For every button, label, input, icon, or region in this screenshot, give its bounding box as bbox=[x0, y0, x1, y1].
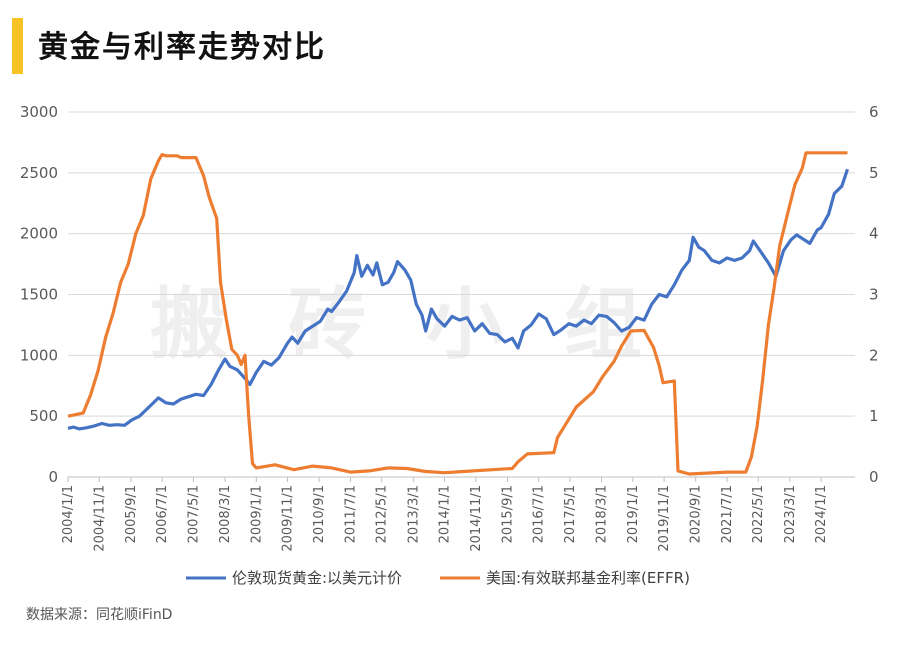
y-right-tick-label: 0 bbox=[869, 468, 879, 486]
x-tick-label: 2021/7/1 bbox=[720, 485, 735, 543]
y-left-tick-label: 1000 bbox=[20, 346, 58, 364]
x-tick-label: 2004/11/1 bbox=[92, 485, 107, 552]
left-y-axis: 0 500 1000 1500 2000 2500 3000 bbox=[20, 103, 58, 486]
x-tick-label: 2011/7/1 bbox=[343, 485, 358, 543]
legend-label-gold: 伦敦现货黄金:以美元计价 bbox=[232, 569, 402, 587]
y-left-tick-label: 2500 bbox=[20, 164, 58, 182]
legend: 伦敦现货黄金:以美元计价 美国:有效联邦基金利率(EFFR) bbox=[186, 569, 690, 587]
x-tick-label: 2019/1/1 bbox=[626, 485, 641, 543]
x-tick-label: 2008/3/1 bbox=[218, 485, 233, 543]
right-y-axis: 0 1 2 3 4 5 6 bbox=[869, 103, 879, 486]
chart-title: 黄金与利率走势对比 bbox=[38, 30, 326, 65]
source-note: 数据来源：同花顺iFinD bbox=[26, 607, 173, 623]
x-tick-label: 2016/7/1 bbox=[532, 485, 547, 543]
legend-label-effr: 美国:有效联邦基金利率(EFFR) bbox=[486, 569, 690, 587]
y-left-tick-label: 500 bbox=[29, 407, 58, 425]
x-tick-label: 2004/1/1 bbox=[61, 485, 76, 543]
title-accent-bar bbox=[12, 18, 23, 74]
x-tick-label: 2009/1/1 bbox=[249, 485, 264, 543]
x-tick-label: 2017/5/1 bbox=[563, 485, 578, 543]
y-left-tick-label: 0 bbox=[48, 468, 58, 486]
y-right-tick-label: 1 bbox=[869, 407, 879, 425]
x-tick-label: 2005/9/1 bbox=[124, 485, 139, 543]
y-right-tick-label: 3 bbox=[869, 286, 879, 304]
y-left-tick-label: 2000 bbox=[20, 225, 58, 243]
x-tick-label: 2014/11/1 bbox=[469, 485, 484, 552]
x-tick-label: 2007/5/1 bbox=[186, 485, 201, 543]
x-tick-label: 2023/3/1 bbox=[783, 485, 798, 543]
y-right-tick-label: 2 bbox=[869, 346, 879, 364]
x-tick-label: 2014/1/1 bbox=[438, 485, 453, 543]
x-tick-label: 2013/3/1 bbox=[406, 485, 421, 543]
x-tick-label: 2006/7/1 bbox=[155, 485, 170, 543]
grid bbox=[68, 111, 855, 478]
x-tick-label: 2019/11/1 bbox=[657, 485, 672, 552]
y-right-tick-label: 5 bbox=[869, 164, 879, 182]
y-left-tick-label: 1500 bbox=[20, 286, 58, 304]
y-right-tick-label: 6 bbox=[869, 103, 879, 121]
x-axis: 2004/1/1 2004/11/1 2005/9/1 2006/7/1 2007/5/… bbox=[61, 476, 855, 552]
y-left-tick-label: 3000 bbox=[20, 103, 58, 121]
x-tick-label: 2012/5/1 bbox=[375, 485, 390, 543]
series-line-gold bbox=[67, 168, 850, 431]
y-right-tick-label: 4 bbox=[869, 225, 879, 243]
x-tick-label: 2024/1/1 bbox=[814, 485, 829, 543]
x-tick-label: 2020/9/1 bbox=[689, 485, 704, 543]
series-line-effr bbox=[67, 151, 848, 476]
x-tick-label: 2022/5/1 bbox=[751, 485, 766, 543]
x-tick-label: 2010/9/1 bbox=[312, 485, 327, 543]
x-tick-label: 2015/9/1 bbox=[500, 485, 515, 543]
x-tick-label: 2018/3/1 bbox=[595, 485, 610, 543]
x-tick-label: 2009/11/1 bbox=[281, 485, 296, 552]
